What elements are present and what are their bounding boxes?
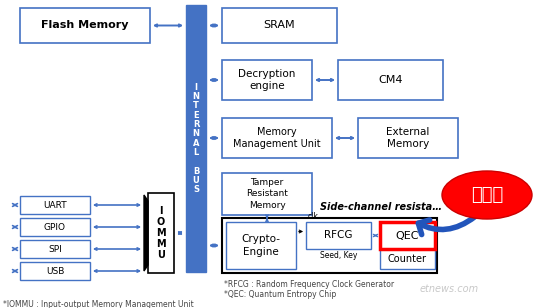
Bar [20,262,90,280]
Bar [20,218,90,236]
Bar [222,118,332,158]
Text: Flash Memory: Flash Memory [41,21,129,30]
Bar [222,218,437,273]
Bar [380,249,435,269]
Text: I
O
M
M
U: I O M M U [156,206,166,260]
Text: I
N
T
E
R
N
A
L
 
B
U
S: I N T E R N A L B U S [193,83,200,194]
Bar [338,60,443,100]
Bar [222,8,337,43]
Bar [358,118,458,158]
Text: Counter: Counter [388,254,427,264]
FancyArrowPatch shape [418,217,475,235]
Text: External
Memory: External Memory [386,127,430,149]
Text: Seed, Key: Seed, Key [320,251,357,260]
Text: *RFCG : Random Frequency Clock Generator: *RFCG : Random Frequency Clock Generator [224,280,394,289]
Text: Crypto-
Engine: Crypto- Engine [241,234,280,257]
Text: Memory
Management Unit: Memory Management Unit [233,127,321,149]
Bar [20,8,150,43]
Bar [306,222,371,249]
Text: Decryption
engine: Decryption engine [238,69,296,91]
Bar [380,222,435,249]
Text: USB: USB [46,266,64,275]
Text: CM4: CM4 [378,75,403,85]
Text: 고도화: 고도화 [471,186,503,204]
Bar [222,173,312,215]
Text: clk: clk [308,212,319,221]
Bar [148,193,174,273]
Bar [20,240,90,258]
Text: GPIO: GPIO [44,222,66,232]
Text: SPI: SPI [48,245,62,253]
Text: QEC: QEC [396,230,419,241]
Text: SRAM: SRAM [264,21,295,30]
Bar [20,196,90,214]
Text: Tamper
Resistant
Memory: Tamper Resistant Memory [246,178,288,210]
Text: *IOMMU : Input-output Memory Management Unit: *IOMMU : Input-output Memory Management … [3,300,194,308]
Bar [186,5,206,272]
Text: etnews.com: etnews.com [420,284,479,294]
Bar [222,60,312,100]
Ellipse shape [442,171,532,219]
Text: Side-channel resista…: Side-channel resista… [320,202,442,212]
Bar [226,222,296,269]
Text: RFCG: RFCG [324,230,353,241]
Polygon shape [144,195,148,271]
Text: UART: UART [43,201,67,209]
Text: *QEC: Quantum Entropy Chip: *QEC: Quantum Entropy Chip [224,290,337,299]
